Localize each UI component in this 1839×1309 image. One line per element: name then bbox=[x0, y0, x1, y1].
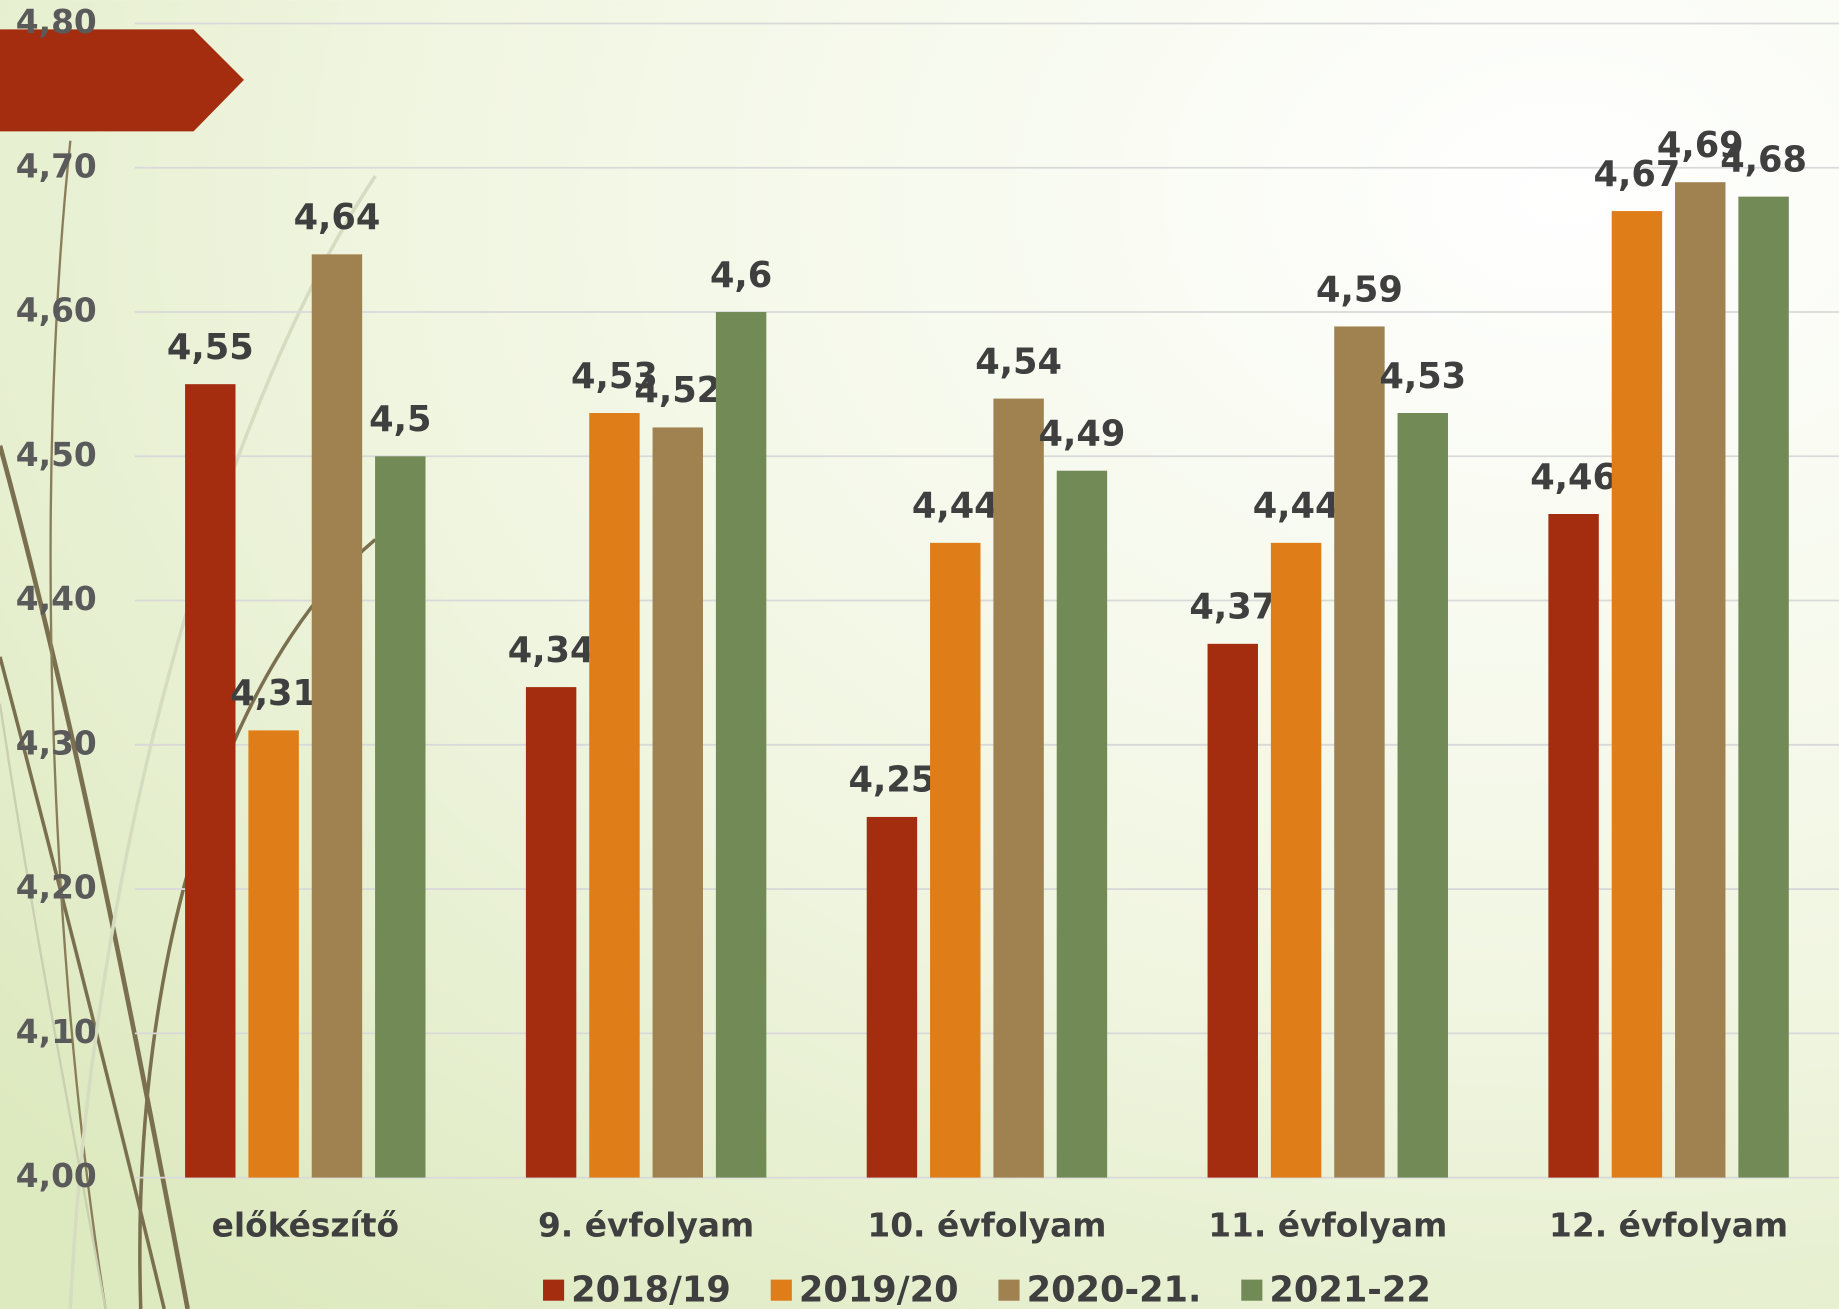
bar bbox=[1738, 196, 1789, 1178]
data-label: 4,46 bbox=[1530, 457, 1617, 498]
data-label: 4,5 bbox=[369, 399, 431, 440]
data-label: 4,44 bbox=[912, 486, 999, 527]
bar bbox=[1611, 211, 1663, 1178]
legend-label: 2019/20 bbox=[799, 1269, 959, 1309]
data-label: 4,68 bbox=[1720, 139, 1807, 180]
bar bbox=[1334, 326, 1385, 1178]
legend-swatch bbox=[998, 1279, 1020, 1301]
bar bbox=[185, 384, 236, 1178]
y-tick-label: 4,00 bbox=[16, 1157, 97, 1195]
data-label: 4,69 bbox=[1657, 125, 1744, 166]
y-tick-label: 4,70 bbox=[16, 147, 97, 185]
y-tick-label: 4,60 bbox=[16, 292, 97, 330]
x-tick-label: 12. évfolyam bbox=[1549, 1206, 1788, 1244]
legend-label: 2018/19 bbox=[571, 1269, 731, 1309]
x-tick-label: 10. évfolyam bbox=[867, 1206, 1106, 1244]
legend-swatch bbox=[1241, 1279, 1263, 1301]
data-label: 4,64 bbox=[294, 197, 381, 238]
data-label: 4,6 bbox=[710, 255, 772, 296]
data-label: 4,34 bbox=[508, 630, 595, 671]
y-tick-label: 4,10 bbox=[16, 1013, 97, 1051]
data-label: 4,54 bbox=[975, 341, 1062, 382]
data-label: 4,25 bbox=[849, 760, 936, 801]
data-label: 4,67 bbox=[1594, 154, 1681, 195]
y-tick-label: 4,20 bbox=[16, 869, 97, 907]
data-label: 4,53 bbox=[1379, 356, 1466, 397]
data-label: 4,37 bbox=[1189, 587, 1276, 628]
bar bbox=[652, 427, 703, 1178]
bar bbox=[1270, 542, 1322, 1178]
y-tick-label: 4,30 bbox=[16, 724, 97, 762]
bar bbox=[525, 687, 577, 1178]
data-label: 4,55 bbox=[167, 327, 254, 368]
bar bbox=[1675, 182, 1726, 1178]
legend-label: 2020-21. bbox=[1027, 1269, 1202, 1309]
bar bbox=[993, 398, 1044, 1178]
x-tick-label: előkészítő bbox=[212, 1206, 399, 1244]
y-tick-label: 4,80 bbox=[16, 3, 97, 41]
bar bbox=[248, 730, 299, 1178]
bar bbox=[589, 413, 640, 1178]
bar bbox=[1207, 643, 1258, 1178]
bar bbox=[311, 254, 363, 1178]
bar bbox=[1056, 470, 1108, 1178]
y-tick-label: 4,40 bbox=[16, 580, 97, 618]
bar bbox=[375, 456, 426, 1178]
bar bbox=[1548, 513, 1599, 1178]
x-tick-label: 11. évfolyam bbox=[1208, 1206, 1447, 1244]
data-label: 4,59 bbox=[1316, 269, 1403, 310]
y-tick-label: 4,50 bbox=[16, 436, 97, 474]
data-label: 4,53 bbox=[571, 356, 658, 397]
data-label: 4,49 bbox=[1039, 414, 1126, 455]
bar bbox=[866, 816, 918, 1178]
legend-swatch bbox=[770, 1279, 792, 1301]
legend-label: 2021-22 bbox=[1269, 1269, 1430, 1309]
bar bbox=[930, 542, 981, 1178]
bar bbox=[1397, 413, 1448, 1178]
data-label: 4,52 bbox=[634, 370, 721, 411]
bar bbox=[715, 312, 767, 1178]
legend-swatch bbox=[543, 1279, 565, 1301]
x-tick-label: 9. évfolyam bbox=[538, 1206, 754, 1244]
data-label: 4,31 bbox=[230, 673, 317, 714]
data-label: 4,44 bbox=[1253, 486, 1340, 527]
